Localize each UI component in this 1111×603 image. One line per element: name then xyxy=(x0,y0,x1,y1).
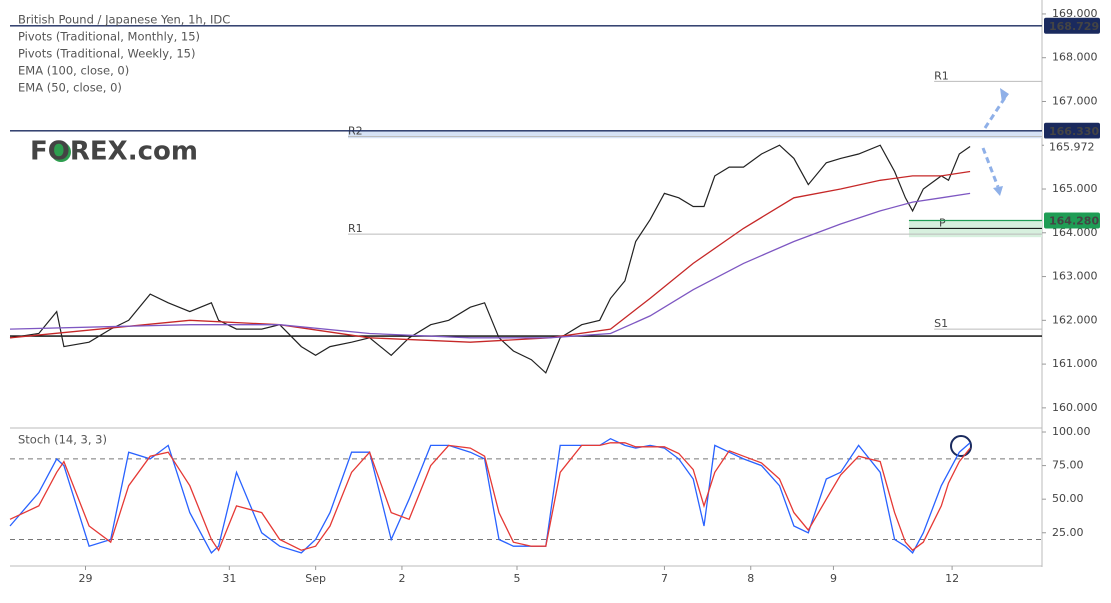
y-tick-label: 162.000 xyxy=(1052,313,1098,326)
y-tick-label: 163.000 xyxy=(1052,270,1098,283)
logo: FOREX.com xyxy=(30,137,198,167)
y-tick-label: 25.00 xyxy=(1052,526,1084,539)
level-label: 164.280 xyxy=(1049,215,1099,228)
indicator-label: EMA (100, close, 0) xyxy=(18,64,129,78)
y-tick-label: 165.000 xyxy=(1052,182,1098,195)
pane-title: British Pound / Japanese Yen, 1h, IDC xyxy=(18,13,230,27)
series-line xyxy=(9,192,971,339)
arrowhead xyxy=(993,186,1003,196)
pivot-label: S1 xyxy=(934,317,948,330)
highlight-circle xyxy=(950,435,972,457)
y-tick-label: 169.000 xyxy=(1052,7,1098,20)
x-tick-label: 2 xyxy=(398,572,405,585)
indicator-label: Pivots (Traditional, Weekly, 15) xyxy=(18,47,196,61)
y-tick-label: 50.00 xyxy=(1052,492,1084,505)
level-badge xyxy=(1044,212,1100,229)
pivot-label: R1 xyxy=(348,222,363,235)
series-line xyxy=(9,437,971,554)
arrow-down xyxy=(981,147,1000,188)
x-tick-label: 7 xyxy=(661,572,668,585)
y-tick-label: 161.000 xyxy=(1052,357,1098,370)
x-tick-label: 5 xyxy=(514,572,521,585)
x-tick-label: Sep xyxy=(305,572,326,585)
series-line xyxy=(9,170,971,343)
level-label: 168.729 xyxy=(1049,20,1099,33)
pivot-label: P xyxy=(939,216,946,229)
last-label: 165.972 xyxy=(1049,140,1095,153)
logo-mark xyxy=(51,142,71,162)
series-line xyxy=(9,144,971,374)
level-label: 166.330 xyxy=(1049,125,1099,138)
y-tick-label: 100.00 xyxy=(1052,425,1091,438)
level-badge xyxy=(1044,122,1100,139)
x-tick-label: 31 xyxy=(222,572,236,585)
level-badge xyxy=(1044,17,1100,34)
x-tick-label: 12 xyxy=(945,572,959,585)
indicator-label: Pivots (Traditional, Monthly, 15) xyxy=(18,30,200,44)
pane-title: Stoch (14, 3, 3) xyxy=(18,433,107,447)
y-tick-label: 164.000 xyxy=(1052,226,1098,239)
x-tick-label: 9 xyxy=(830,572,837,585)
arrowhead xyxy=(1000,88,1009,103)
x-tick-label: 8 xyxy=(747,572,754,585)
indicator-label: EMA (50, close, 0) xyxy=(18,81,122,95)
y-tick-label: 168.000 xyxy=(1052,51,1098,64)
zone xyxy=(348,130,1042,139)
y-tick-label: 167.000 xyxy=(1052,94,1098,107)
last-badge xyxy=(1044,138,1100,155)
series-line xyxy=(9,442,971,552)
x-tick-label: 29 xyxy=(79,572,93,585)
y-tick-label: 75.00 xyxy=(1052,459,1084,472)
pivot-label: R1 xyxy=(934,69,949,82)
y-tick-label: 160.000 xyxy=(1052,401,1098,414)
